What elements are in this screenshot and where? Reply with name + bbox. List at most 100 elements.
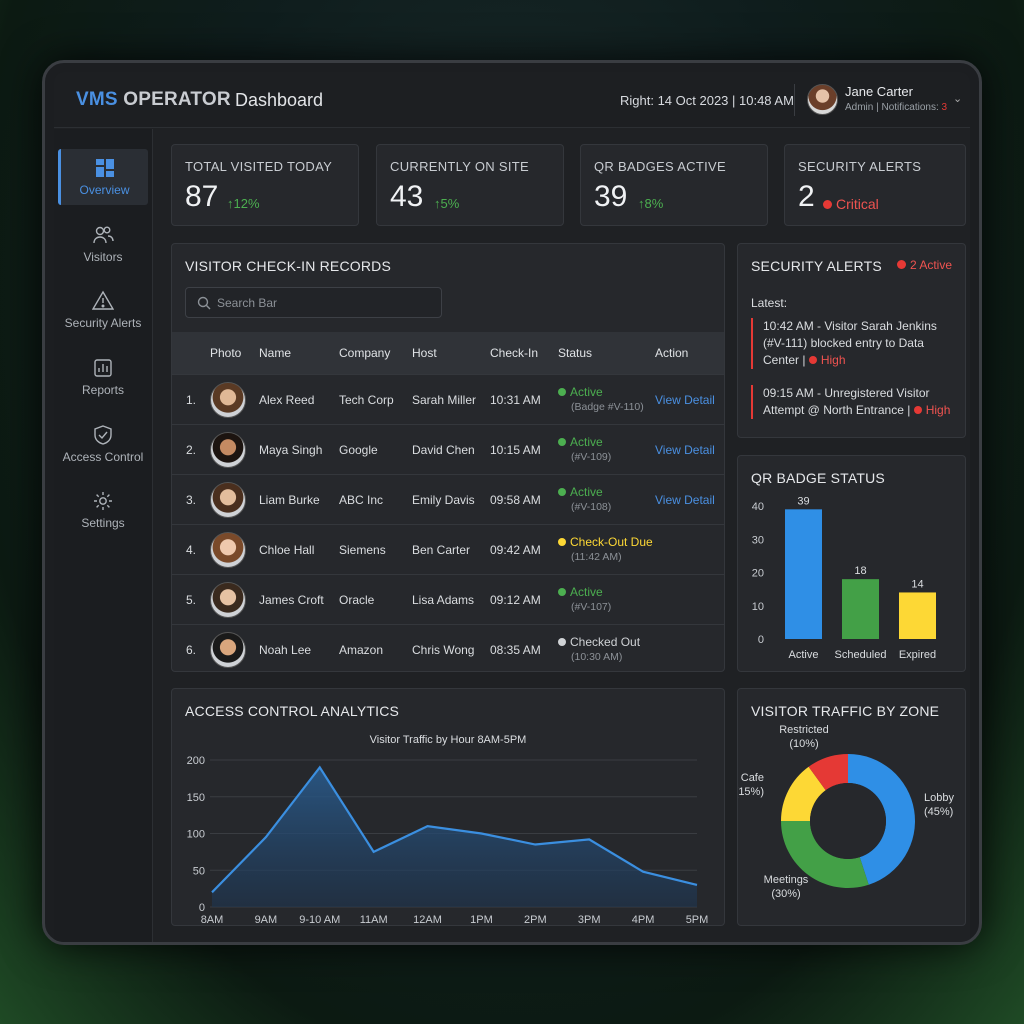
report-icon (94, 359, 112, 377)
table-row[interactable]: 5. James Croft Oracle Lisa Adams 09:12 AM Act… (172, 574, 724, 624)
visitor-status: Active (#V-109) (558, 435, 611, 463)
chevron-down-icon[interactable]: ⌄ (953, 93, 963, 105)
kpi-delta-value: 8% (644, 196, 664, 211)
table-row[interactable]: 6. Noah Lee Amazon Chris Wong 08:35 AM Checke… (172, 624, 724, 674)
kpi-delta: ↑12% (227, 196, 260, 211)
data-point[interactable] (425, 823, 431, 829)
brand-logo[interactable]: VMS OPERATOR (76, 89, 231, 111)
data-point[interactable] (317, 764, 323, 770)
column-header[interactable]: Company (339, 346, 391, 360)
column-header[interactable]: Action (655, 346, 689, 360)
data-point[interactable] (532, 842, 538, 848)
alert-dot-icon (808, 356, 817, 364)
alert-text: 10:42 AM - Visitor Sarah Jenkins (#V-111… (763, 319, 937, 367)
table-row[interactable]: 1. Alex Reed Tech Corp Sarah Miller 10:31 AM… (172, 374, 724, 424)
bar-scheduled[interactable] (842, 579, 879, 639)
visitor-status: Active (#V-108) (558, 485, 611, 513)
view-detail-link[interactable]: View Detail (655, 443, 715, 457)
visitor-host: Sarah Miller (412, 393, 477, 407)
visitor-host: Lisa Adams (412, 593, 475, 607)
bar-active[interactable] (785, 509, 822, 639)
slice-label: Restricted (779, 724, 829, 736)
visitor-company: Siemens (339, 543, 386, 557)
slice-percent: (15%) (738, 786, 764, 798)
status-detail: (#V-108) (571, 501, 612, 513)
checkin-time: 08:35 AM (490, 643, 541, 657)
sidebar-item-security-alerts[interactable]: Security Alerts (58, 282, 148, 338)
avatar (210, 532, 246, 568)
column-header[interactable]: Check-In (490, 346, 539, 360)
slice-label: Meetings (764, 874, 809, 886)
chart-title: Visitor Traffic by Hour 8AM-5PM (370, 734, 527, 746)
user-name[interactable]: Jane Carter (845, 84, 913, 99)
status-dot-icon (558, 438, 566, 446)
x-tick-label: 1PM (470, 914, 493, 923)
alert-item[interactable]: 09:15 AM - Unregistered Visitor Attempt … (751, 385, 951, 419)
status-dot-icon (558, 538, 566, 546)
alerts-active-badge[interactable]: 2 Active (896, 258, 952, 272)
kpi-security-alerts[interactable]: SECURITY ALERTS 2 Critical (784, 144, 966, 226)
alert-dot-icon (896, 260, 906, 269)
status-badge: Critical (823, 196, 879, 212)
sidebar-item-access-control[interactable]: Access Control (58, 416, 148, 472)
data-point[interactable] (371, 849, 377, 855)
sidebar-item-reports[interactable]: Reports (58, 349, 148, 405)
bar-expired[interactable] (899, 592, 936, 639)
y-tick-label: 50 (193, 865, 205, 877)
x-tick-label: 9-10 AM (299, 914, 340, 923)
data-point[interactable] (694, 882, 700, 888)
table-row[interactable]: 4. Chloe Hall Siemens Ben Carter 09:42 AM Che… (172, 524, 724, 574)
visitor-company: Tech Corp (339, 393, 394, 407)
card-title: VISITOR CHECK-IN RECORDS (185, 258, 392, 274)
column-header[interactable]: Photo (210, 346, 242, 360)
app-screen: VMS OPERATOR Dashboard Right: 14 Oct 202… (54, 72, 970, 942)
kpi-total-visited[interactable]: TOTAL VISITED TODAY 87 ↑12% (171, 144, 359, 226)
data-point[interactable] (586, 836, 592, 842)
column-header[interactable]: Status (558, 346, 593, 360)
x-tick-label: Active (789, 649, 819, 661)
row-number: 5. (186, 593, 197, 607)
series-line (211, 765, 698, 894)
visitor-name: Chloe Hall (259, 543, 315, 557)
x-tick-label: 3PM (578, 914, 601, 923)
data-point[interactable] (640, 869, 646, 875)
checkin-time: 10:15 AM (490, 443, 541, 457)
slice-lobby[interactable] (848, 754, 915, 885)
search-input[interactable]: Search Bar (185, 287, 442, 318)
column-header[interactable]: Host (412, 346, 437, 360)
table-row[interactable]: 2. Maya Singh Google David Chen 10:15 AM Acti… (172, 424, 724, 474)
shield-icon (94, 425, 112, 445)
view-detail-link[interactable]: View Detail (655, 493, 715, 507)
x-tick-label: 12AM (413, 914, 442, 923)
alert-item[interactable]: 10:42 AM - Visitor Sarah Jenkins (#V-111… (751, 318, 951, 369)
kpi-qr-badges-active[interactable]: QR BADGES ACTIVE 39 ↑8% (580, 144, 768, 226)
visitor-status: Active (#V-107) (558, 585, 611, 613)
table-row[interactable]: 3. Liam Burke ABC Inc Emily Davis 09:58 AM Ac… (172, 474, 724, 524)
user-role-notifications[interactable]: Admin | Notifications: 3 (845, 102, 947, 113)
sidebar-item-settings[interactable]: Settings (58, 482, 148, 538)
card-title: VISITOR TRAFFIC BY ZONE (751, 703, 940, 719)
slice-meetings[interactable] (781, 821, 869, 888)
status-detail: (11:42 AM) (571, 551, 622, 563)
zone-donut-chart: Lobby (45%) Meetings (30%) Cafe (15%) Restrict… (738, 724, 954, 900)
device-frame: VMS OPERATOR Dashboard Right: 14 Oct 202… (42, 60, 982, 945)
status-badge: Checked Out (570, 635, 641, 649)
slice-restricted[interactable] (808, 754, 848, 791)
visitor-host: Ben Carter (412, 543, 471, 557)
slice-percent: (10%) (789, 738, 818, 750)
status-dot-icon (558, 588, 566, 596)
user-avatar[interactable] (807, 84, 838, 115)
sidebar-item-visitors[interactable]: Visitors (58, 216, 148, 272)
slice-cafe[interactable] (781, 766, 826, 821)
warning-icon (92, 290, 114, 310)
sidebar-item-overview[interactable]: Overview (58, 149, 148, 205)
data-point[interactable] (478, 831, 484, 837)
visitor-host: Emily Davis (412, 493, 475, 507)
view-detail-link[interactable]: View Detail (655, 393, 715, 407)
kpi-label: SECURITY ALERTS (798, 159, 922, 174)
data-point[interactable] (209, 889, 215, 895)
kpi-currently-on-site[interactable]: CURRENTLY ON SITE 43 ↑5% (376, 144, 564, 226)
column-header[interactable]: Name (259, 346, 292, 360)
data-point[interactable] (263, 834, 269, 840)
search-icon (197, 296, 211, 310)
